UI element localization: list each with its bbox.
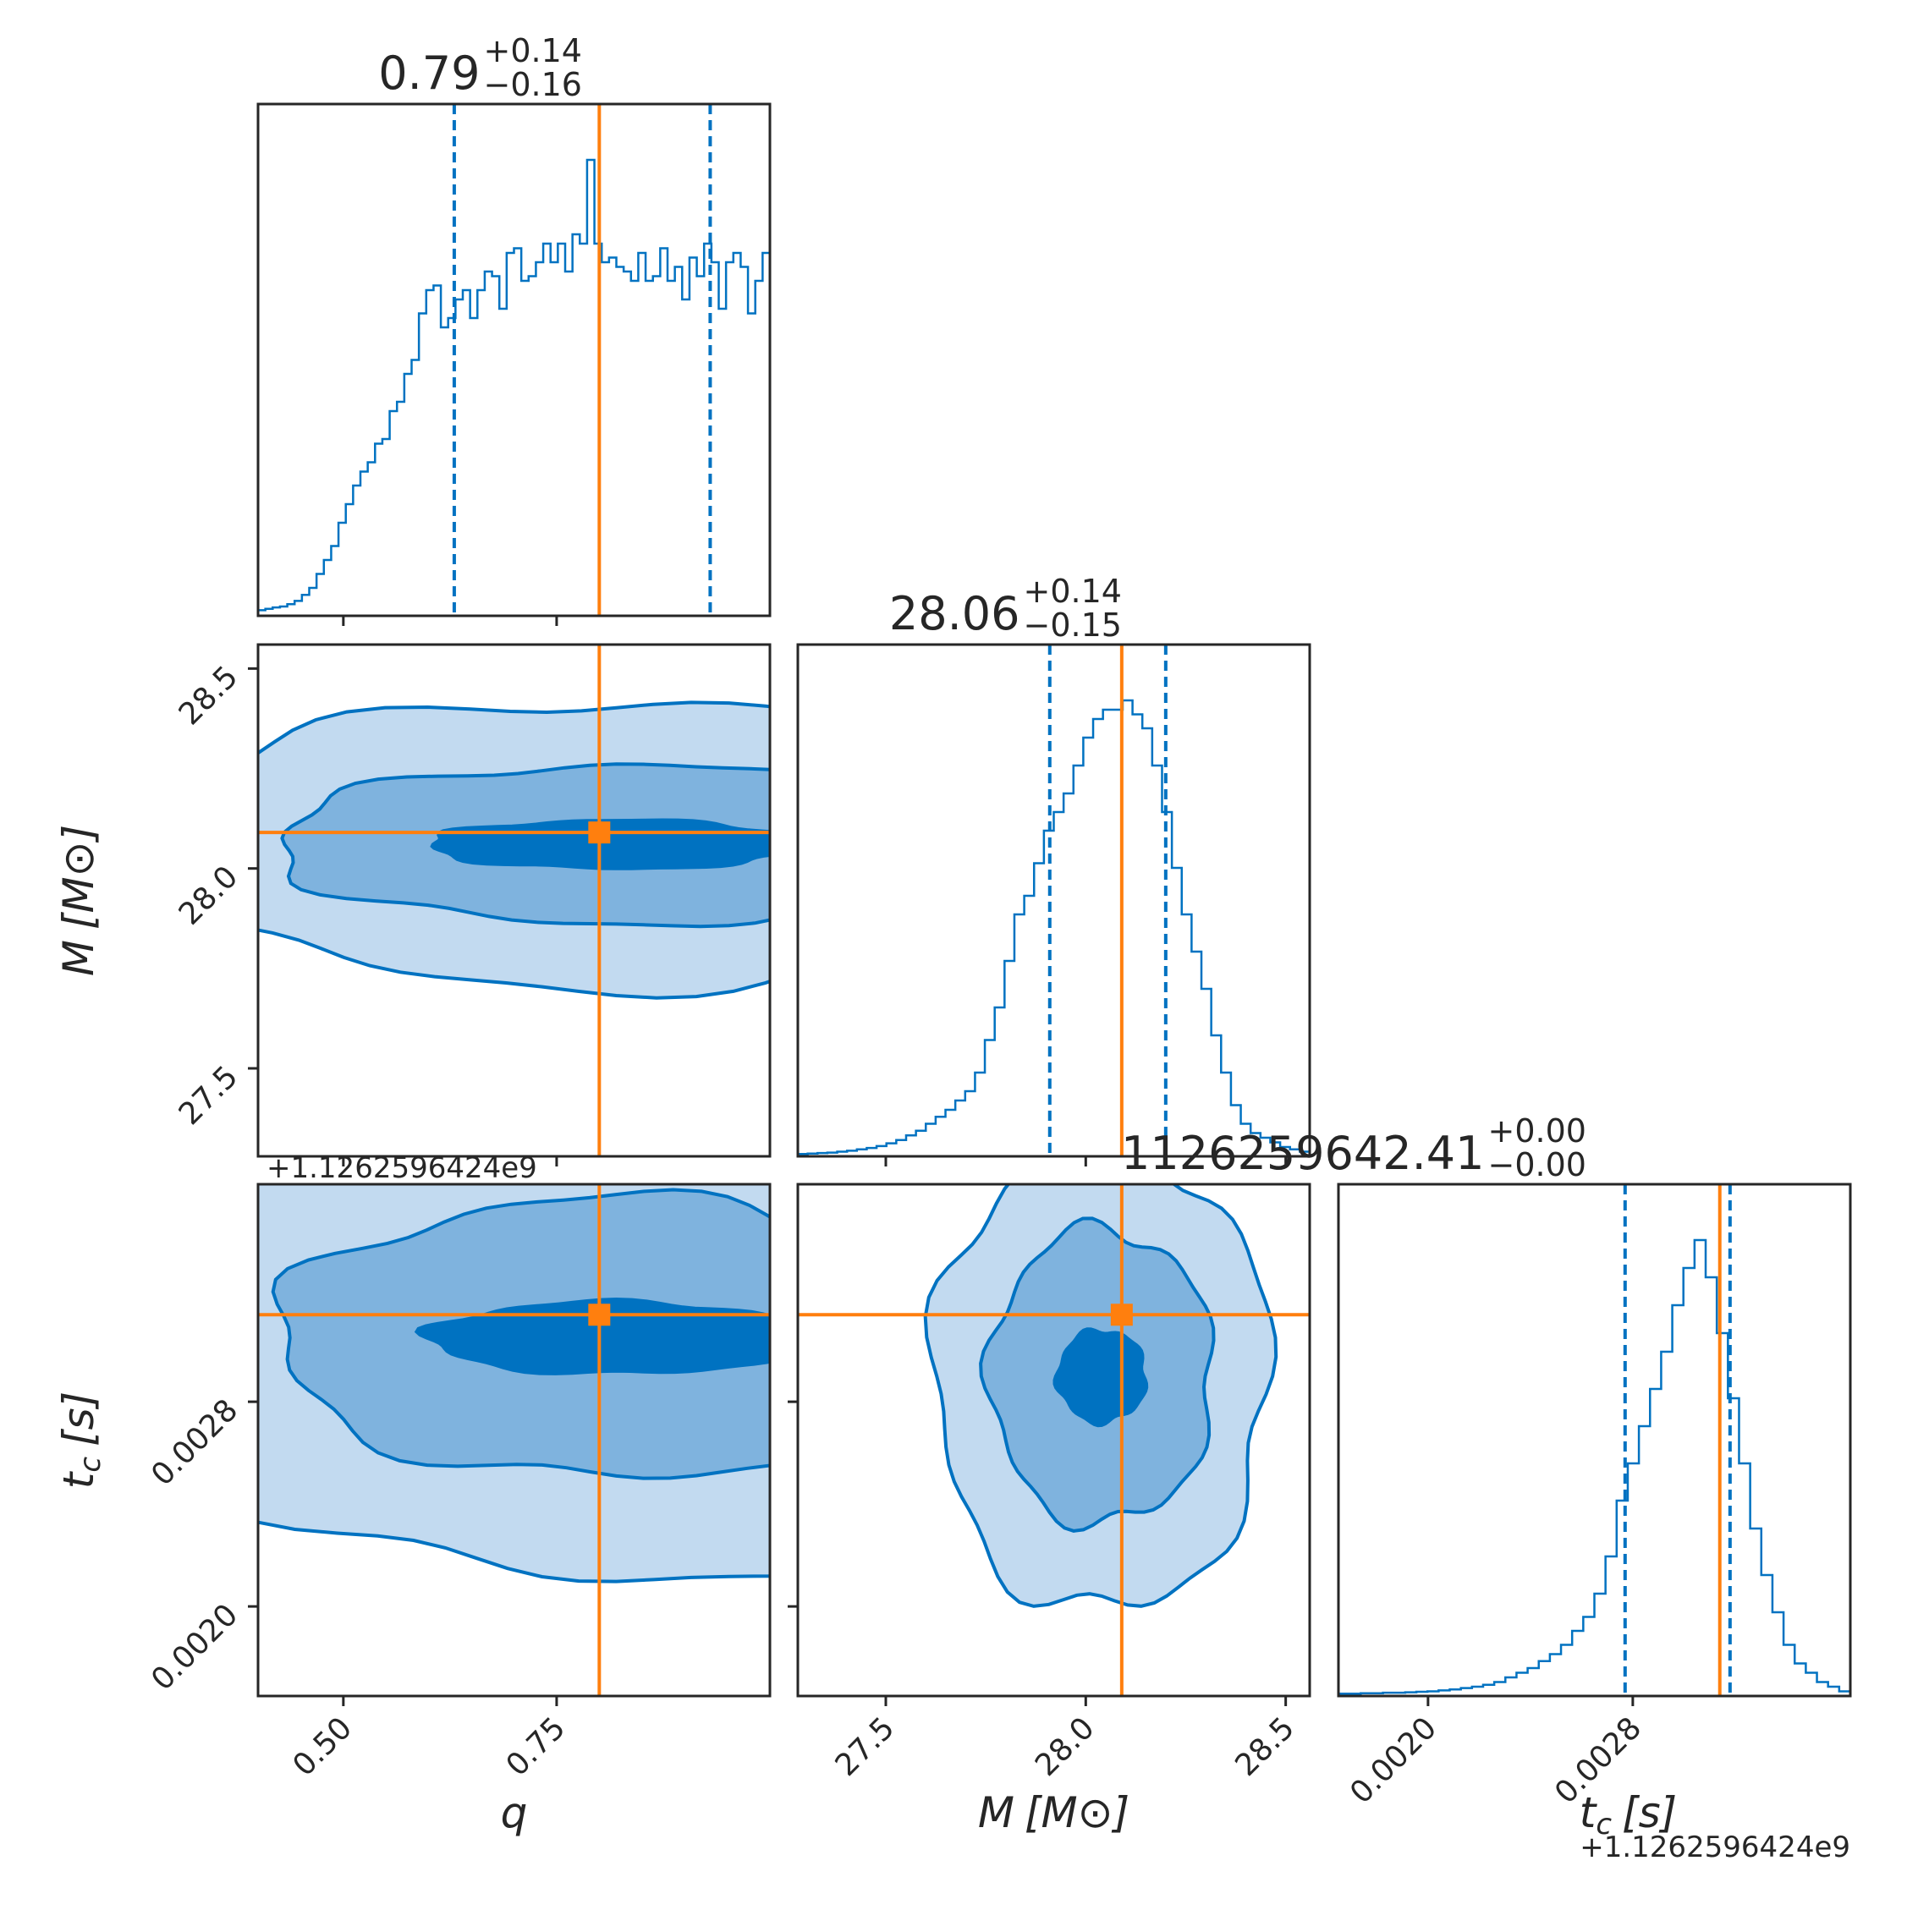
y-tick-label-M-1: 28.0 [173,859,245,932]
x-offset-text-tc: +1.1262596424e9 [1580,1830,1850,1864]
x-tick-label-q-1: 0.75 [500,1710,573,1783]
contour-panel-q-vs-M [256,643,772,1158]
hist-step-q [258,158,770,616]
truth-marker-M-vs-tc [1110,1304,1133,1326]
title-value-tc: 1126259642.41 [1121,1127,1484,1180]
y-tick-label-M-2: 28.5 [173,660,245,733]
contour-panel-M-vs-tc [796,1183,1311,1698]
title-minus-q: −0.16 [484,66,582,103]
y-offset-text-tc: +1.1262596424e9 [267,1151,537,1185]
axis-label-sub-tc: c [1596,1808,1612,1841]
title-plus-q: +0.14 [484,32,582,69]
axis-label-unit-M: [M⊙] [54,825,103,930]
axis-label-symbol-tc: t [1580,1788,1598,1837]
axis-label-unit-tc: [s] [54,1391,103,1446]
axes-frame-q-vs-tc [256,1183,772,1698]
axis-label-symbol-M: M [978,1788,1014,1837]
hist-title-tc: 1126259642.41 +0.00−0.00 [1121,1112,1586,1183]
hist-title-q: 0.79 +0.14−0.16 [378,32,582,103]
hist-step-M [798,699,1310,1156]
title-value-q: 0.79 [378,47,480,100]
title-minus-M: −0.15 [1024,606,1122,644]
title-plus-tc: +0.00 [1488,1112,1586,1150]
axis-label-unit-M: [M⊙] [1025,1788,1129,1837]
hist-title-M: 28.06 +0.14−0.15 [889,573,1122,644]
x-tick-label-tc-0: 0.0020 [1344,1710,1443,1810]
truth-marker-q-vs-tc [588,1304,611,1326]
axis-label-symbol-M: M [54,940,103,976]
axes-frame-M [796,643,1311,1158]
axis-label-symbol-q: q [501,1788,528,1837]
axis-label-unit-tc: [s] [1622,1788,1677,1837]
contour-panel-q-vs-tc [256,1183,772,1698]
y-tick-label-tc-1: 0.0028 [145,1392,245,1492]
contour-level-3-q-vs-tc [414,1297,770,1375]
x-tick-label-M-0: 27.5 [829,1710,902,1783]
x-axis-label-q: q [501,1788,528,1837]
hist-panel-M: 28.06 +0.14−0.15 [796,573,1311,1158]
y-axis-M: 27.5 28.0 28.5 [173,660,258,1132]
title-value-M: 28.06 [889,587,1020,640]
x-axis-label-M: M [M⊙] [978,1788,1129,1837]
y-axis-label-tc: tc [s] [54,1391,107,1489]
x-tick-label-q-0: 0.50 [287,1710,360,1783]
axes-frame-M-vs-tc [796,1183,1311,1698]
axis-label-symbol-tc: t [54,1470,103,1489]
x-tick-label-M-2: 28.5 [1228,1710,1301,1783]
axes-frame-q-vs-M [256,643,772,1158]
x-tick-label-M-1: 28.0 [1029,1710,1102,1783]
y-tick-label-tc-0: 0.0020 [145,1597,245,1697]
truth-marker-q-vs-M [588,821,611,844]
axis-label-sub-tc: c [74,1457,107,1473]
x-axis-label-tc: tc [s] [1580,1788,1677,1841]
hist-panel-tc: 1126259642.41 +0.00−0.00 [1121,1112,1852,1698]
hist-step-tc [1338,1238,1850,1696]
axes-frame-tc [1337,1183,1852,1698]
y-tick-label-M-0: 27.5 [173,1059,245,1132]
axes-frame-q [256,102,772,617]
hist-panel-q: 0.79 +0.14−0.16 [256,32,772,617]
title-minus-tc: −0.00 [1488,1146,1586,1183]
x-axis-tc: 0.0020 0.0028 [1344,1696,1648,1810]
y-axis-label-M: M [M⊙] [54,825,103,976]
title-plus-M: +0.14 [1024,573,1122,610]
